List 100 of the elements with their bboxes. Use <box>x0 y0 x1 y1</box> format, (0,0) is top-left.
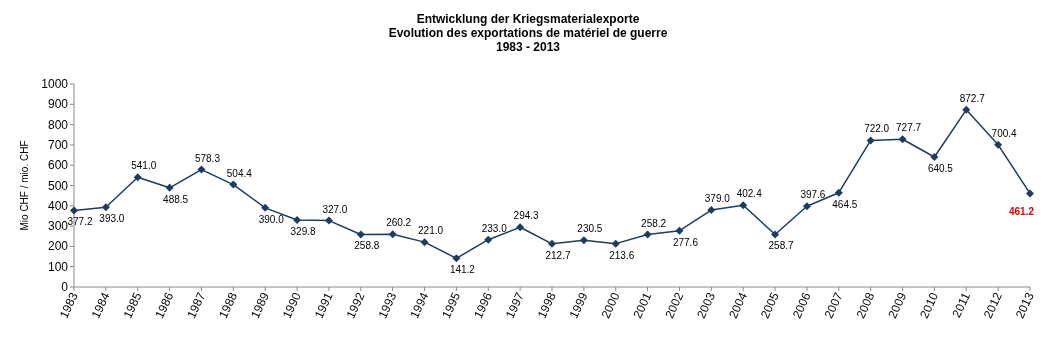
y-tick-label: 900 <box>47 97 69 112</box>
x-tick-label: 1989 <box>247 290 273 321</box>
x-tick-label: 2010 <box>917 290 942 321</box>
data-label: 258.7 <box>768 240 795 252</box>
data-label: 541.0 <box>131 160 157 172</box>
x-tick-label: 2002 <box>662 290 687 321</box>
x-tick-label: 1999 <box>566 290 591 321</box>
x-tick-label: 2011 <box>949 290 974 320</box>
point <box>994 140 1003 149</box>
y-tick-label: 300 <box>47 219 69 234</box>
data-label: 277.6 <box>672 236 699 248</box>
y-tick-label: 1000 <box>41 77 69 91</box>
x-tick-label: 2000 <box>598 290 623 321</box>
point <box>962 105 971 114</box>
x-tick-label: 2008 <box>853 290 878 321</box>
point <box>229 180 238 189</box>
point <box>133 173 142 182</box>
x-tick-label: 2009 <box>885 290 910 321</box>
x-tick-label: 1998 <box>534 290 559 321</box>
data-label: 221.0 <box>418 225 444 237</box>
y-tick-label: 100 <box>47 259 69 274</box>
point <box>165 183 174 192</box>
point <box>739 201 748 210</box>
point <box>802 202 811 211</box>
point <box>70 206 78 215</box>
point <box>930 152 939 161</box>
x-tick-label: 1993 <box>375 290 400 321</box>
data-label: 213.6 <box>609 249 635 261</box>
x-tick-label: 1987 <box>184 290 209 321</box>
data-label: 379.0 <box>704 193 731 205</box>
data-label: 464.5 <box>832 198 858 210</box>
data-label: 329.8 <box>290 226 317 238</box>
x-tick-label: 1988 <box>216 290 241 321</box>
x-tick-label: 2004 <box>725 290 751 321</box>
x-tick-label: 1994 <box>407 290 432 321</box>
y-tick-label: 700 <box>47 137 69 152</box>
x-tick-label: 1985 <box>120 290 145 321</box>
point <box>771 230 780 239</box>
x-tick-label: 1995 <box>439 290 464 321</box>
x-tick-label: 1997 <box>502 290 527 321</box>
x-tick-label: 2005 <box>757 290 782 321</box>
data-label: 294.3 <box>513 210 540 222</box>
y-axis-title: Mio CHF / mio. CHF <box>19 140 30 231</box>
x-tick-label: 2007 <box>821 290 846 321</box>
data-label: 872.7 <box>959 92 986 104</box>
data-label: 640.5 <box>927 162 954 174</box>
data-label: 233.0 <box>481 222 508 234</box>
point <box>866 136 875 145</box>
data-label: 260.2 <box>386 217 412 229</box>
point <box>197 165 206 174</box>
x-tick-label: 2013 <box>1012 290 1037 321</box>
x-tick-label: 1990 <box>279 290 304 321</box>
y-tick-label: 800 <box>47 117 69 132</box>
x-tick-label: 1991 <box>311 290 336 321</box>
data-label: 402.4 <box>736 188 763 200</box>
point <box>484 235 493 244</box>
x-tick-label: 1996 <box>471 290 496 321</box>
point <box>643 230 652 239</box>
x-tick-label: 1986 <box>152 290 177 321</box>
data-label: 722.0 <box>864 123 890 135</box>
data-label: 397.6 <box>800 189 826 201</box>
x-tick-label: 1992 <box>343 290 368 321</box>
data-label: 377.2 <box>67 216 93 228</box>
data-label: 578.3 <box>194 152 221 164</box>
point <box>834 188 843 197</box>
x-tick-label: 2012 <box>980 290 1005 321</box>
chart-title: Entwicklung der Kriegsmaterialexporte Evolution des exportations de matériel de guerre 1983 - 2013 <box>388 12 668 54</box>
point <box>356 230 365 239</box>
point <box>548 239 556 248</box>
point <box>516 223 525 232</box>
x-tick-label: 1984 <box>88 290 113 321</box>
point <box>420 238 429 247</box>
data-label: 504.4 <box>226 167 253 179</box>
y-tick-label: 500 <box>47 178 69 193</box>
y-tick-label: 600 <box>47 158 69 173</box>
data-label: 230.5 <box>577 223 603 235</box>
data-label: 258.2 <box>641 217 667 229</box>
data-label: 390.0 <box>258 213 285 225</box>
point <box>388 230 397 239</box>
x-tick-label: 2003 <box>694 290 719 321</box>
data-label: 461.2 <box>1008 206 1035 218</box>
data-label: 700.4 <box>991 127 1018 139</box>
y-tick-label: 400 <box>47 198 69 213</box>
point <box>293 216 302 225</box>
point <box>101 203 110 212</box>
data-label: 393.0 <box>99 213 125 225</box>
point <box>675 226 684 235</box>
point <box>579 236 588 245</box>
point <box>898 135 907 144</box>
point <box>261 203 270 212</box>
data-label: 141.2 <box>449 264 476 276</box>
point <box>324 216 333 225</box>
data-label: 258.8 <box>354 240 380 252</box>
x-tick-label: 2001 <box>630 290 655 321</box>
data-label: 727.7 <box>896 122 922 134</box>
data-label: 488.5 <box>163 193 189 205</box>
point <box>707 206 716 215</box>
x-tick-label: 2006 <box>789 290 814 321</box>
point <box>1026 189 1034 198</box>
y-tick-label: 200 <box>47 239 69 254</box>
